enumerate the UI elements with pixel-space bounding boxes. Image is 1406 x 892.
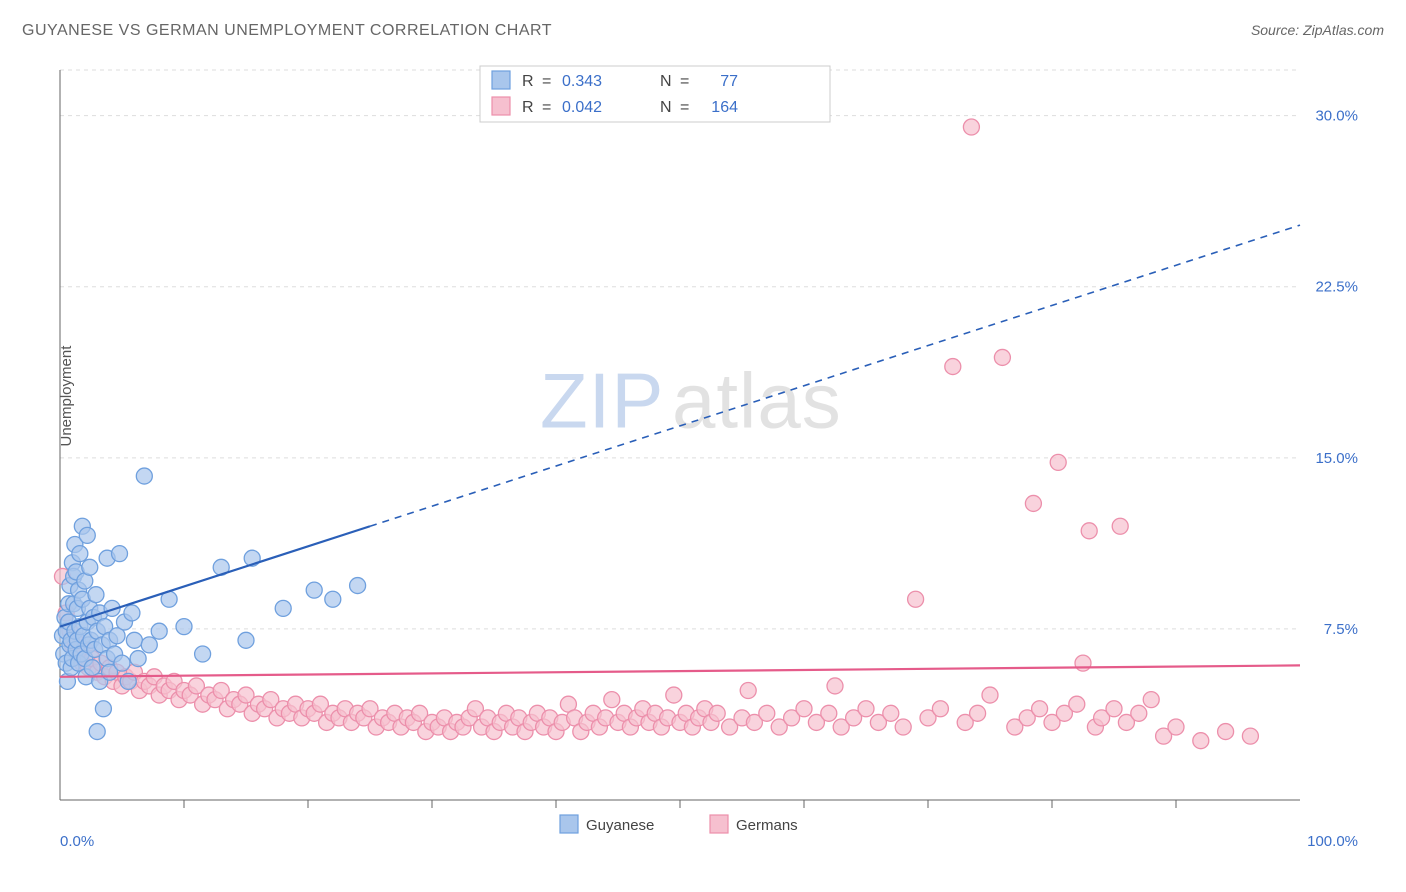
data-point <box>1032 701 1048 717</box>
legend-n-value-germans: 164 <box>711 99 738 116</box>
data-point <box>827 678 843 694</box>
y-axis-label: Unemployment <box>58 346 75 447</box>
data-point <box>114 655 130 671</box>
data-point <box>112 546 128 562</box>
chart-area: Unemployment ZIPatlas 7.5% 15.0% 22.5% 30.0%… <box>50 60 1380 850</box>
data-point <box>141 637 157 653</box>
data-point <box>79 527 95 543</box>
data-point <box>1075 655 1091 671</box>
y-tick-label: 7.5% <box>1324 621 1358 638</box>
data-point <box>89 724 105 740</box>
bottom-legend-swatch-guyanese <box>560 815 578 833</box>
data-point <box>238 632 254 648</box>
data-point <box>982 687 998 703</box>
data-point <box>1069 696 1085 712</box>
data-point <box>1242 728 1258 744</box>
svg-text:=: = <box>680 99 689 116</box>
data-point <box>1081 523 1097 539</box>
source-link[interactable]: ZipAtlas.com <box>1303 22 1384 38</box>
data-point <box>350 578 366 594</box>
data-point <box>275 600 291 616</box>
data-point <box>821 705 837 721</box>
svg-text:=: = <box>680 73 689 90</box>
data-point <box>136 468 152 484</box>
data-point <box>932 701 948 717</box>
data-point <box>1193 733 1209 749</box>
data-point <box>666 687 682 703</box>
data-point <box>1112 518 1128 534</box>
watermark: ZIPatlas <box>540 357 842 445</box>
data-point <box>306 582 322 598</box>
data-point <box>1131 705 1147 721</box>
data-point <box>88 587 104 603</box>
legend-r-value-germans: 0.042 <box>562 99 602 116</box>
source-attribution: Source: ZipAtlas.com <box>1251 22 1384 38</box>
data-point <box>895 719 911 735</box>
svg-text:=: = <box>542 99 551 116</box>
data-point <box>908 591 924 607</box>
data-point <box>1050 454 1066 470</box>
data-point <box>1143 692 1159 708</box>
data-point <box>1218 724 1234 740</box>
data-point <box>994 349 1010 365</box>
data-point <box>1106 701 1122 717</box>
data-point <box>796 701 812 717</box>
data-point <box>126 632 142 648</box>
svg-text:ZIP: ZIP <box>540 357 664 445</box>
legend-swatch-guyanese <box>492 71 510 89</box>
legend-n-label: N <box>660 73 672 90</box>
data-point <box>95 701 111 717</box>
data-point <box>1168 719 1184 735</box>
x-tick-label: 0.0% <box>60 833 94 850</box>
legend-r-label: R <box>522 99 534 116</box>
data-point <box>858 701 874 717</box>
bottom-legend-label-germans: Germans <box>736 817 798 834</box>
data-point <box>604 692 620 708</box>
data-point <box>130 651 146 667</box>
legend-r-value-guyanese: 0.343 <box>562 73 602 90</box>
data-point <box>740 683 756 699</box>
data-point <box>709 705 725 721</box>
data-point <box>72 546 88 562</box>
data-point <box>176 619 192 635</box>
svg-text:=: = <box>542 73 551 90</box>
legend-swatch-germans <box>492 97 510 115</box>
data-point <box>325 591 341 607</box>
trend-line-germans <box>60 665 1300 676</box>
data-point <box>945 359 961 375</box>
data-point <box>82 559 98 575</box>
data-point <box>1025 495 1041 511</box>
data-point <box>963 119 979 135</box>
legend-n-label: N <box>660 99 672 116</box>
bottom-legend-label-guyanese: Guyanese <box>586 817 654 834</box>
bottom-legend-swatch-germans <box>710 815 728 833</box>
source-prefix: Source: <box>1251 22 1303 38</box>
legend-n-value-guyanese: 77 <box>720 73 738 90</box>
data-point <box>124 605 140 621</box>
y-tick-label: 22.5% <box>1315 279 1358 296</box>
data-point <box>195 646 211 662</box>
trend-line-guyanese <box>60 526 370 626</box>
y-tick-label: 30.0% <box>1315 108 1358 125</box>
data-point <box>883 705 899 721</box>
chart-title: GUYANESE VS GERMAN UNEMPLOYMENT CORRELAT… <box>22 22 552 40</box>
y-tick-label: 15.0% <box>1315 450 1358 467</box>
data-point <box>759 705 775 721</box>
chart-svg: ZIPatlas 7.5% 15.0% 22.5% 30.0% 0.0% 100.0% R = 0… <box>50 60 1380 850</box>
x-tick-label: 100.0% <box>1307 833 1358 850</box>
data-point <box>151 623 167 639</box>
data-point <box>970 705 986 721</box>
legend-r-label: R <box>522 73 534 90</box>
